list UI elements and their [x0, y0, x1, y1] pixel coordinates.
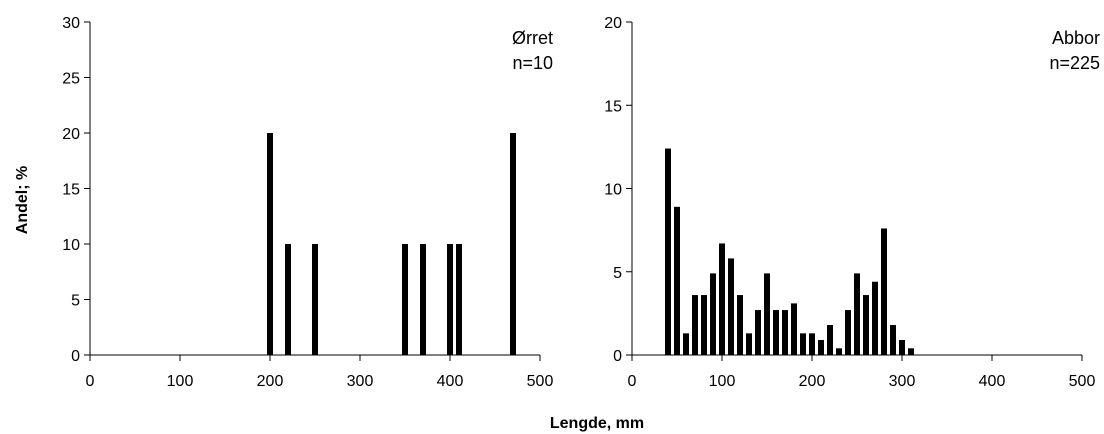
bar: [420, 244, 426, 355]
bar: [674, 206, 680, 355]
x-axis-title: Lengde, mm: [550, 415, 644, 432]
y-tick-label: 20: [62, 126, 80, 143]
bar: [312, 244, 318, 355]
bar: [701, 295, 707, 355]
bar: [510, 133, 516, 355]
bar: [863, 295, 869, 355]
y-tick-label: 15: [604, 98, 622, 115]
species-label: Abbor: [1052, 28, 1100, 48]
bar: [899, 340, 905, 355]
x-tick-label: 200: [257, 373, 284, 390]
sample-size-label: n=10: [512, 53, 553, 73]
bar: [854, 273, 860, 355]
y-axis-title: Andel; %: [14, 166, 31, 234]
x-tick-label: 100: [167, 373, 194, 390]
y-tick-label: 0: [71, 348, 80, 365]
y-tick-label: 5: [71, 293, 80, 310]
x-tick-label: 100: [709, 373, 736, 390]
x-tick-label: 300: [347, 373, 374, 390]
y-tick-label: 10: [62, 237, 80, 254]
bar: [402, 244, 408, 355]
x-tick-label: 200: [799, 373, 826, 390]
bar: [782, 310, 788, 355]
bar: [456, 244, 462, 355]
bar: [800, 333, 806, 355]
bar: [728, 258, 734, 355]
bar: [764, 273, 770, 355]
bar: [827, 325, 833, 355]
bar: [890, 325, 896, 355]
bar: [710, 273, 716, 355]
x-tick-label: 400: [979, 373, 1006, 390]
y-tick-label: 10: [604, 182, 622, 199]
bar: [737, 295, 743, 355]
x-tick-label: 500: [1069, 373, 1096, 390]
bar: [746, 333, 752, 355]
x-tick-label: 400: [437, 373, 464, 390]
bar: [908, 348, 914, 355]
bar: [809, 333, 815, 355]
bar: [881, 228, 887, 355]
bar: [665, 148, 671, 355]
y-tick-label: 30: [62, 15, 80, 32]
x-tick-label: 0: [628, 373, 637, 390]
bar: [285, 244, 291, 355]
bar: [755, 310, 761, 355]
y-tick-label: 15: [62, 182, 80, 199]
bar: [791, 303, 797, 355]
bar: [719, 243, 725, 355]
y-tick-label: 25: [62, 71, 80, 88]
bar: [845, 310, 851, 355]
species-label: Ørret: [512, 28, 553, 48]
bar: [447, 244, 453, 355]
bar: [836, 348, 842, 355]
y-tick-label: 5: [613, 265, 622, 282]
bar: [683, 333, 689, 355]
y-tick-label: 20: [604, 15, 622, 32]
x-tick-label: 0: [86, 373, 95, 390]
y-tick-label: 0: [613, 348, 622, 365]
bar: [818, 340, 824, 355]
bar: [267, 133, 273, 355]
bar: [773, 310, 779, 355]
sample-size-label: n=225: [1049, 53, 1100, 73]
bar: [692, 295, 698, 355]
x-tick-label: 300: [889, 373, 916, 390]
x-tick-label: 500: [527, 373, 554, 390]
bar: [872, 281, 878, 355]
